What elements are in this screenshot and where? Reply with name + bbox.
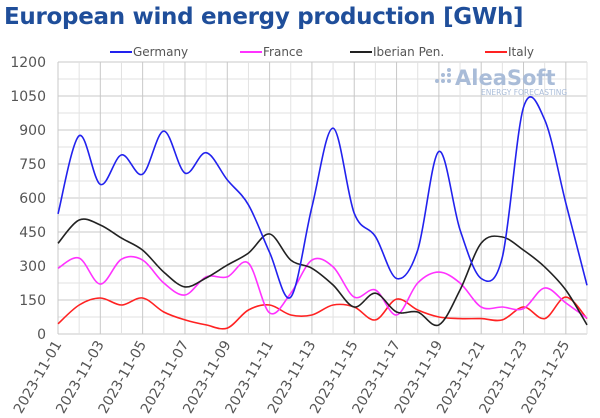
series-line-iberian-pen (57, 218, 588, 327)
aleasoft-watermark: AleaSoft ENERGY FORECASTING (435, 66, 567, 97)
y-tick-label: 0 (37, 327, 46, 343)
y-tick-label: 150 (19, 293, 46, 309)
series-line-italy (57, 296, 588, 330)
y-tick-label: 750 (19, 157, 46, 173)
y-tick-label: 300 (19, 259, 46, 275)
y-tick-label: 1200 (10, 55, 46, 71)
y-tick-label: 600 (19, 191, 46, 207)
watermark-tagline: ENERGY FORECASTING (481, 88, 567, 97)
series-line-germany (57, 96, 588, 299)
grid (57, 61, 588, 335)
logo-dots-icon (435, 68, 451, 83)
legend-item-iberian-pen: Iberian Pen. (350, 45, 444, 59)
legend: Germany France Iberian Pen. Italy (110, 45, 534, 59)
legend-item-germany: Germany (110, 45, 188, 59)
y-tick-label: 900 (19, 123, 46, 139)
y-tick-label: 1050 (10, 89, 46, 105)
legend-item-italy: Italy (485, 45, 534, 59)
series-line-france (57, 255, 588, 319)
legend-label: France (263, 45, 303, 59)
chart-title: European wind energy production [GWh] (4, 4, 524, 30)
legend-item-france: France (240, 45, 303, 59)
legend-label: Iberian Pen. (373, 45, 444, 59)
watermark-brand: AleaSoft (455, 66, 556, 90)
legend-label: Italy (508, 45, 534, 59)
legend-label: Germany (133, 45, 188, 59)
y-tick-label: 450 (19, 225, 46, 241)
